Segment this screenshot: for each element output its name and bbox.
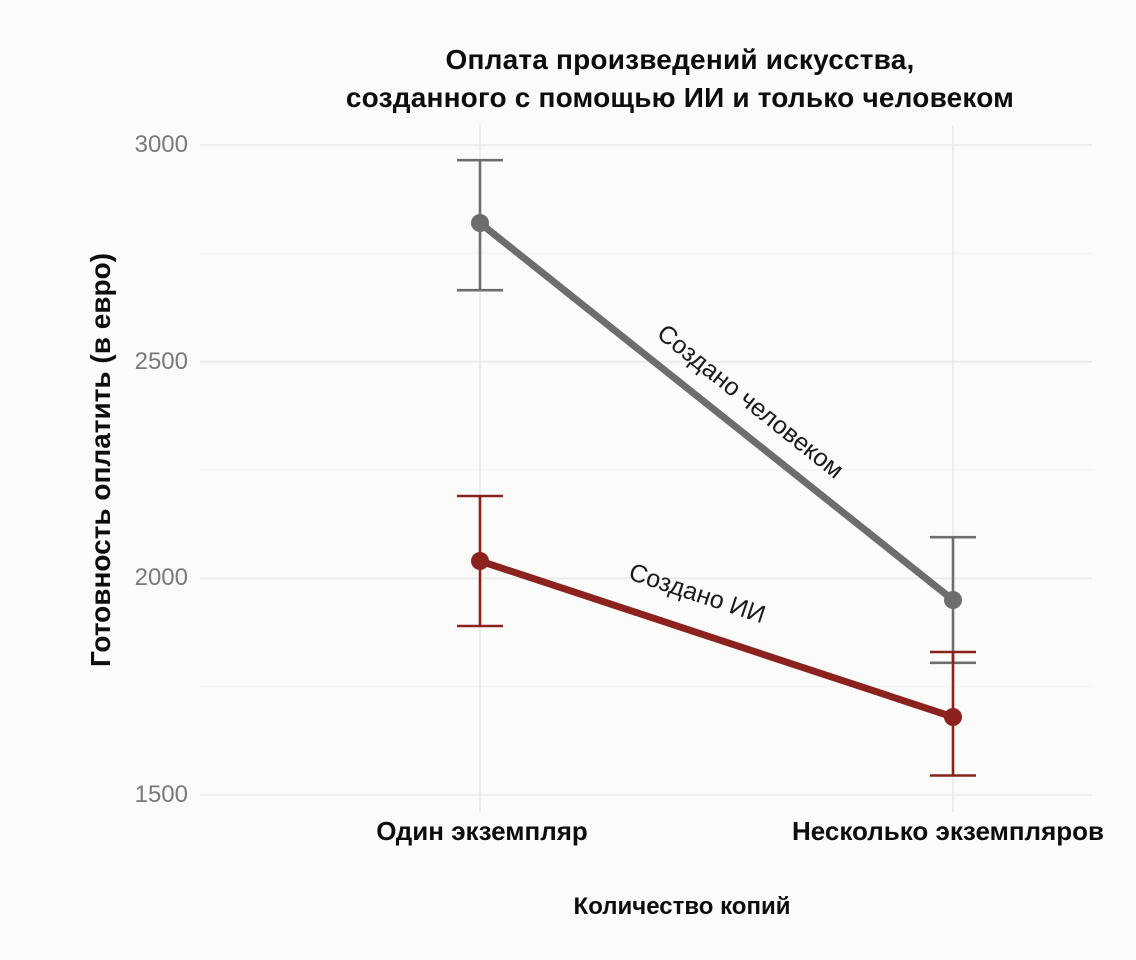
data-point-ai-1 (944, 708, 962, 726)
chart-title-line1: Оплата произведений искусства, (445, 44, 915, 75)
series-line-ai (476, 557, 957, 721)
data-point-ai-0 (471, 552, 489, 570)
chart-title: Оплата произведений искусства, созданног… (210, 41, 1136, 117)
x-axis-title: Количество копий (573, 893, 791, 920)
x-category-multiple-copies: Несколько экземпляров (792, 816, 1104, 846)
x-category-one-copy: Один экземпляр (376, 816, 588, 846)
y-tick-3000: 3000 (134, 131, 188, 158)
y-tick-2000: 2000 (134, 564, 188, 591)
y-axis-title: Готовность оплатить (в евро) (85, 252, 116, 668)
series-line-human (476, 219, 957, 604)
chart-title-line2: созданного с помощью ИИ и только человек… (345, 82, 1015, 113)
data-point-human-0 (471, 214, 489, 232)
y-tick-2500: 2500 (134, 348, 188, 375)
y-tick-1500: 1500 (134, 781, 188, 808)
data-point-human-1 (944, 591, 962, 609)
